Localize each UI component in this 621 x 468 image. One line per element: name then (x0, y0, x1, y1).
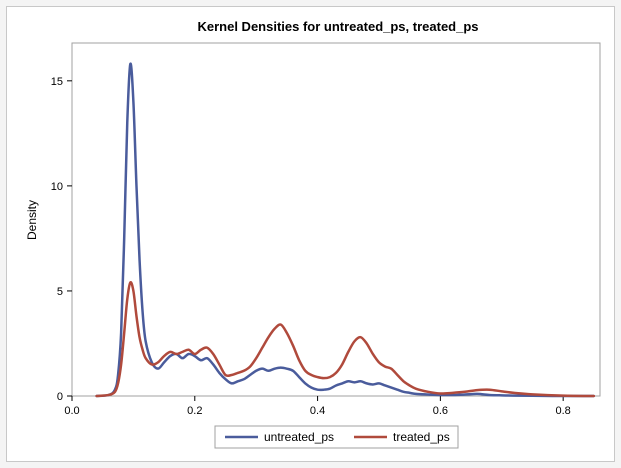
legend-label-treated-ps: treated_ps (393, 430, 450, 444)
x-tick-label: 0.8 (556, 405, 571, 417)
y-tick-label: 0 (57, 391, 63, 403)
y-tick-label: 10 (51, 181, 63, 193)
x-tick-label: 0.2 (187, 405, 202, 417)
y-axis: 0 5 10 15 (51, 76, 72, 403)
y-axis-label: Density (25, 200, 39, 240)
legend-box (214, 425, 459, 449)
legend: untreated_ps treated_ps (214, 425, 459, 449)
y-tick-label: 5 (57, 286, 63, 298)
series-line-treated-ps (95, 281, 596, 398)
legend-label-untreated-ps: untreated_ps (264, 430, 334, 444)
plot-area (71, 42, 601, 397)
chart-title: Kernel Densities for untreated_ps, treat… (197, 19, 478, 34)
x-tick-label: 0.0 (64, 405, 79, 417)
series-line-untreated-ps (95, 62, 596, 398)
x-axis: 0.0 0.2 0.4 0.6 0.8 (64, 396, 571, 417)
x-tick-label: 0.6 (433, 405, 448, 417)
y-tick-label: 15 (51, 76, 63, 88)
x-tick-label: 0.4 (310, 405, 325, 417)
series-layer (95, 62, 596, 398)
